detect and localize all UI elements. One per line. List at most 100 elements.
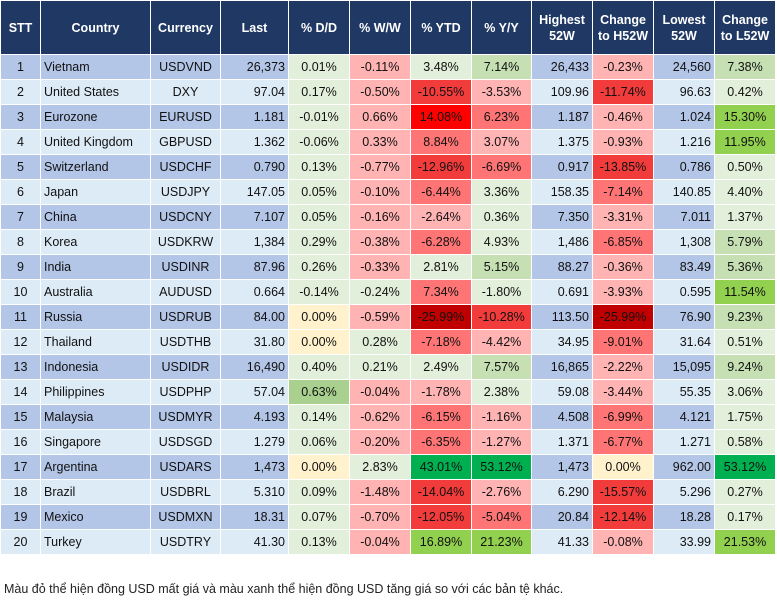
cell-change-to-h52w: -11.74% xyxy=(592,79,654,105)
cell-stt: 1 xyxy=(0,54,41,80)
cell-pct-dd: 0.09% xyxy=(288,479,350,505)
cell-country: Switzerland xyxy=(40,154,151,180)
cell-stt: 10 xyxy=(0,279,41,305)
cell-lowest-52w: 7.011 xyxy=(653,204,715,230)
cell-highest-52w: 1.375 xyxy=(531,129,593,155)
cell-stt: 12 xyxy=(0,329,41,355)
cell-lowest-52w: 140.85 xyxy=(653,179,715,205)
cell-stt: 9 xyxy=(0,254,41,280)
cell-highest-52w: 20.84 xyxy=(531,504,593,530)
header-currency: Currency xyxy=(150,0,221,55)
cell-pct-ytd: -6.44% xyxy=(410,179,472,205)
table-row: 15 Malaysia USDMYR 4.193 0.14% -0.62% -6.15% -1… xyxy=(0,404,776,430)
cell-stt: 16 xyxy=(0,429,41,455)
cell-pct-ytd: -10.55% xyxy=(410,79,472,105)
cell-lowest-52w: 76.90 xyxy=(653,304,715,330)
cell-last: 1,473 xyxy=(220,454,289,480)
cell-currency: USDCHF xyxy=(150,154,221,180)
cell-country: Indonesia xyxy=(40,354,151,380)
cell-country: Philippines xyxy=(40,379,151,405)
cell-highest-52w: 16,865 xyxy=(531,354,593,380)
cell-country: Turkey xyxy=(40,529,151,555)
cell-pct-yy: -1.27% xyxy=(471,429,532,455)
cell-pct-ww: -0.16% xyxy=(349,204,411,230)
cell-pct-ww: 0.66% xyxy=(349,104,411,130)
header-highest-52w: Highest 52W xyxy=(531,0,593,55)
cell-pct-ytd: 7.34% xyxy=(410,279,472,305)
cell-highest-52w: 34.95 xyxy=(531,329,593,355)
cell-change-to-h52w: -0.46% xyxy=(592,104,654,130)
cell-country: China xyxy=(40,204,151,230)
table-row: 17 Argentina USDARS 1,473 0.00% 2.83% 43.01% 53… xyxy=(0,454,776,480)
cell-pct-dd: 0.00% xyxy=(288,304,350,330)
cell-pct-dd: 0.01% xyxy=(288,54,350,80)
cell-change-to-h52w: -9.01% xyxy=(592,329,654,355)
table-header: STT Country Currency Last% D/D% W/W% YTD% Y… xyxy=(0,0,776,55)
cell-country: Thailand xyxy=(40,329,151,355)
cell-pct-yy: 0.36% xyxy=(471,204,532,230)
cell-change-to-l52w: 5.36% xyxy=(714,254,776,280)
cell-change-to-h52w: -0.93% xyxy=(592,129,654,155)
cell-pct-yy: 3.36% xyxy=(471,179,532,205)
cell-pct-dd: 0.13% xyxy=(288,529,350,555)
cell-stt: 17 xyxy=(0,454,41,480)
cell-highest-52w: 1.371 xyxy=(531,429,593,455)
cell-highest-52w: 158.35 xyxy=(531,179,593,205)
cell-country: United Kingdom xyxy=(40,129,151,155)
cell-country: Malaysia xyxy=(40,404,151,430)
cell-pct-ytd: -1.78% xyxy=(410,379,472,405)
cell-country: Brazil xyxy=(40,479,151,505)
cell-highest-52w: 0.917 xyxy=(531,154,593,180)
cell-pct-ww: -0.70% xyxy=(349,504,411,530)
cell-lowest-52w: 55.35 xyxy=(653,379,715,405)
table-row: 8 Korea USDKRW 1,384 0.29% -0.38% -6.28% 4.93% 1… xyxy=(0,229,776,255)
cell-pct-dd: 0.14% xyxy=(288,404,350,430)
cell-stt: 4 xyxy=(0,129,41,155)
cell-pct-yy: -1.16% xyxy=(471,404,532,430)
header-lowest-52w: Lowest 52W xyxy=(653,0,715,55)
cell-change-to-l52w: 0.42% xyxy=(714,79,776,105)
table-row: 14 Philippines USDPHP 57.04 0.63% -0.04% -1.78… xyxy=(0,379,776,405)
cell-last: 26,373 xyxy=(220,54,289,80)
cell-pct-dd: 0.05% xyxy=(288,179,350,205)
cell-pct-yy: -2.76% xyxy=(471,479,532,505)
table-row: 16 Singapore USDSGD 1.279 0.06% -0.20% -6.35% -… xyxy=(0,429,776,455)
cell-stt: 20 xyxy=(0,529,41,555)
cell-highest-52w: 1,473 xyxy=(531,454,593,480)
header-last: Last xyxy=(220,0,289,55)
cell-pct-ww: -0.11% xyxy=(349,54,411,80)
cell-change-to-l52w: 11.54% xyxy=(714,279,776,305)
cell-change-to-l52w: 9.23% xyxy=(714,304,776,330)
cell-last: 0.790 xyxy=(220,154,289,180)
cell-pct-ww: -1.48% xyxy=(349,479,411,505)
cell-currency: USDJPY xyxy=(150,179,221,205)
cell-change-to-h52w: -13.85% xyxy=(592,154,654,180)
cell-stt: 13 xyxy=(0,354,41,380)
cell-stt: 18 xyxy=(0,479,41,505)
currency-table: STT Country Currency Last% D/D% W/W% YTD% Y… xyxy=(0,0,776,555)
cell-lowest-52w: 1.271 xyxy=(653,429,715,455)
cell-stt: 5 xyxy=(0,154,41,180)
cell-change-to-h52w: -6.85% xyxy=(592,229,654,255)
cell-last: 1.181 xyxy=(220,104,289,130)
cell-change-to-h52w: -12.14% xyxy=(592,504,654,530)
header-pct-dd: % D/D xyxy=(288,0,350,55)
cell-pct-dd: 0.26% xyxy=(288,254,350,280)
cell-highest-52w: 7.350 xyxy=(531,204,593,230)
cell-currency: USDTHB xyxy=(150,329,221,355)
cell-pct-dd: -0.06% xyxy=(288,129,350,155)
cell-pct-ww: -0.33% xyxy=(349,254,411,280)
cell-change-to-l52w: 0.51% xyxy=(714,329,776,355)
cell-pct-yy: 2.38% xyxy=(471,379,532,405)
cell-change-to-l52w: 9.24% xyxy=(714,354,776,380)
cell-change-to-l52w: 4.40% xyxy=(714,179,776,205)
cell-stt: 3 xyxy=(0,104,41,130)
cell-last: 1.362 xyxy=(220,129,289,155)
cell-country: Singapore xyxy=(40,429,151,455)
cell-lowest-52w: 31.64 xyxy=(653,329,715,355)
table-row: 18 Brazil USDBRL 5.310 0.09% -1.48% -14.04% -2.… xyxy=(0,479,776,505)
cell-lowest-52w: 96.63 xyxy=(653,79,715,105)
cell-pct-ww: -0.04% xyxy=(349,529,411,555)
cell-country: Argentina xyxy=(40,454,151,480)
table-row: 12 Thailand USDTHB 31.80 0.00% 0.28% -7.18% -4.… xyxy=(0,329,776,355)
